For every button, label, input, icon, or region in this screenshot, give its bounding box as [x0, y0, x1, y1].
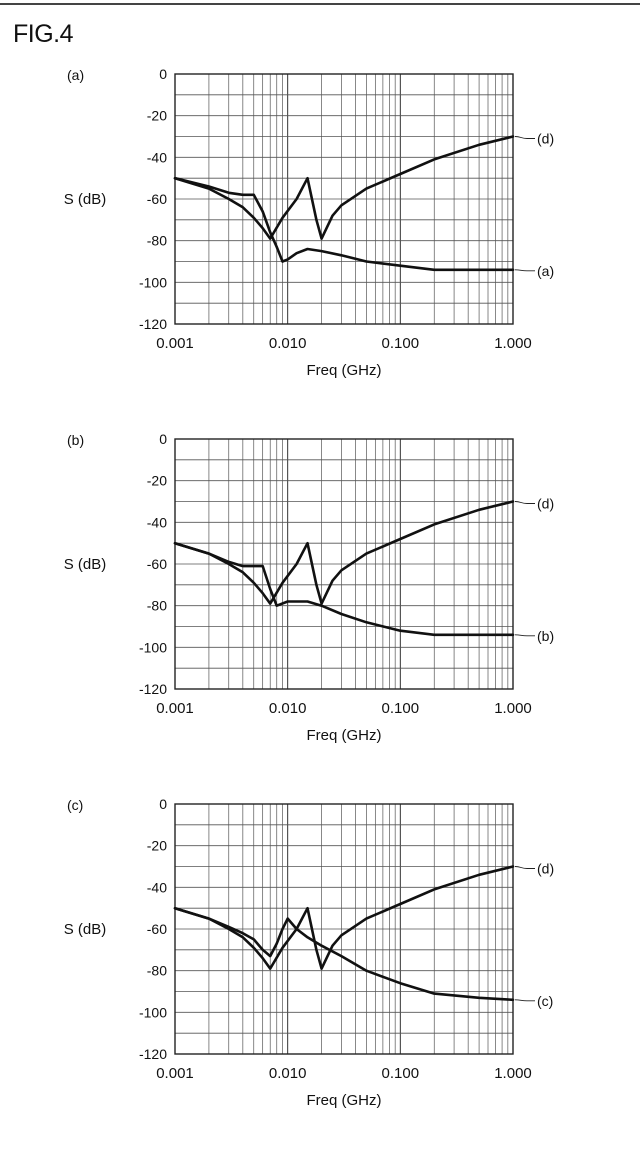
x-tick-label: 0.010 [269, 335, 307, 352]
y-tick-label: -20 [147, 108, 167, 124]
y-tick-label: -60 [147, 556, 167, 572]
y-tick-label: -120 [139, 316, 167, 332]
series-label: (d) [537, 496, 554, 512]
y-tick-label: 0 [159, 796, 167, 812]
y-tick-label: -80 [147, 598, 167, 614]
x-tick-label: 0.001 [156, 700, 194, 717]
y-tick-label: -20 [147, 838, 167, 854]
series-leader-line [515, 137, 535, 139]
y-tick-label: -40 [147, 149, 167, 165]
x-tick-label: 1.000 [494, 335, 532, 352]
y-tick-label: -120 [139, 681, 167, 697]
y-tick-label: -100 [139, 639, 167, 655]
panel-label: (a) [67, 67, 84, 83]
series-label: (d) [537, 861, 554, 877]
x-tick-label: 0.100 [382, 700, 420, 717]
y-tick-label: -80 [147, 233, 167, 249]
y-tick-label: -40 [147, 514, 167, 530]
series-leader-line [515, 1000, 535, 1001]
x-tick-label: 0.001 [156, 1065, 194, 1082]
series-line [175, 867, 513, 969]
series-label: (d) [537, 131, 554, 147]
panel-label: (b) [67, 432, 84, 448]
y-tick-label: -100 [139, 274, 167, 290]
series-line [175, 178, 513, 270]
y-tick-label: 0 [159, 66, 167, 82]
series-leader-line [515, 635, 535, 636]
y-tick-label: -80 [147, 963, 167, 979]
y-tick-label: 0 [159, 431, 167, 447]
x-tick-label: 1.000 [494, 700, 532, 717]
chart-panel-c: 0 -20 -40 -60 -80 -100 -120 0.001 0.010 0.100 1.00… [0, 790, 640, 1160]
y-tick-label: -120 [139, 1046, 167, 1062]
series-leader-line [515, 270, 535, 271]
series-leader-line [515, 867, 535, 869]
series-label: (c) [537, 993, 553, 1009]
y-tick-label: -60 [147, 921, 167, 937]
y-tick-label: -60 [147, 191, 167, 207]
y-axis-label: S (dB) [64, 556, 107, 573]
chart-panel-b: 0 -20 -40 -60 -80 -100 -120 0.001 0.010 0.100 1.00… [0, 425, 640, 795]
x-tick-label: 0.010 [269, 1065, 307, 1082]
y-axis-label: S (dB) [64, 921, 107, 938]
y-axis-label: S (dB) [64, 191, 107, 208]
y-tick-label: -20 [147, 473, 167, 489]
x-axis-label: Freq (GHz) [307, 362, 382, 379]
y-tick-label: -40 [147, 879, 167, 895]
series-label: (b) [537, 628, 554, 644]
figure-title: FIG.4 [13, 20, 73, 49]
x-tick-label: 0.001 [156, 335, 194, 352]
series-line [175, 908, 513, 1000]
y-tick-label: -100 [139, 1004, 167, 1020]
x-axis-label: Freq (GHz) [307, 1092, 382, 1109]
series-label: (a) [537, 263, 554, 279]
x-tick-label: 0.100 [382, 1065, 420, 1082]
x-tick-label: 0.100 [382, 335, 420, 352]
chart-panel-a: 0 -20 -40 -60 -80 -100 -120 0.001 0.010 0.100 1.00… [0, 60, 640, 430]
series-line [175, 543, 513, 635]
x-tick-label: 1.000 [494, 1065, 532, 1082]
x-tick-label: 0.010 [269, 700, 307, 717]
top-border-rule [0, 3, 640, 5]
panel-label: (c) [67, 797, 83, 813]
series-leader-line [515, 502, 535, 504]
x-axis-label: Freq (GHz) [307, 727, 382, 744]
series-line [175, 137, 513, 239]
series-line [175, 502, 513, 604]
